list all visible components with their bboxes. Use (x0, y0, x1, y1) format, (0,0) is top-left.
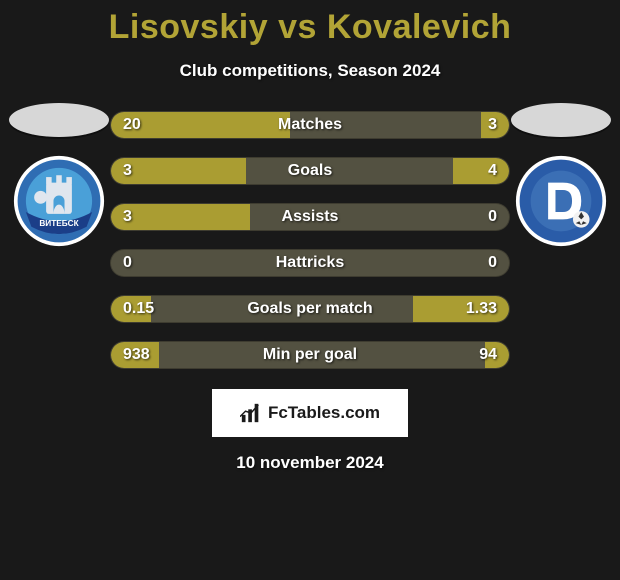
stat-fill-left (111, 158, 246, 184)
player-right-avatar-placeholder (511, 103, 611, 137)
stat-row: 34Goals (110, 157, 510, 185)
stat-fill-left (111, 296, 151, 322)
stat-fill-right (481, 112, 509, 138)
club-right-badge-icon (515, 155, 607, 247)
player-left-avatar-placeholder (9, 103, 109, 137)
stat-value-left: 0 (123, 254, 132, 272)
stat-value-right: 0 (488, 254, 497, 272)
comparison-content: ВИТЕБСК 203Matches34Goals30Assists00Hatt… (0, 111, 620, 369)
stat-label: Hattricks (111, 254, 509, 272)
attribution-text: FcTables.com (268, 403, 380, 423)
chart-icon (240, 403, 262, 423)
title-vs: vs (278, 8, 317, 46)
club-right-badge (515, 155, 607, 247)
comparison-title: Lisovskiy vs Kovalevich (0, 0, 620, 47)
stat-fill-right (453, 158, 509, 184)
club-left-badge-icon: ВИТЕБСК (13, 155, 105, 247)
stat-fill-left (111, 112, 290, 138)
stat-row: 30Assists (110, 203, 510, 231)
stat-bars: 203Matches34Goals30Assists00Hattricks0.1… (110, 111, 510, 369)
attribution-badge: FcTables.com (212, 389, 408, 437)
stat-row: 93894Min per goal (110, 341, 510, 369)
stat-fill-right (413, 296, 509, 322)
player-right-column (506, 103, 616, 247)
player-right-name: Kovalevich (327, 8, 512, 46)
stat-fill-left (111, 342, 159, 368)
stat-fill-right (485, 342, 509, 368)
subtitle: Club competitions, Season 2024 (0, 61, 620, 81)
club-left-name: ВИТЕБСК (39, 219, 79, 228)
club-left-badge: ВИТЕБСК (13, 155, 105, 247)
player-left-column: ВИТЕБСК (4, 103, 114, 247)
stat-row: 0.151.33Goals per match (110, 295, 510, 323)
stat-row: 203Matches (110, 111, 510, 139)
date: 10 november 2024 (0, 453, 620, 473)
stat-value-right: 0 (488, 208, 497, 226)
stat-fill-left (111, 204, 250, 230)
stat-row: 0 0Hattricks (110, 249, 510, 277)
stat-label: Min per goal (111, 346, 509, 364)
player-left-name: Lisovskiy (109, 8, 268, 46)
